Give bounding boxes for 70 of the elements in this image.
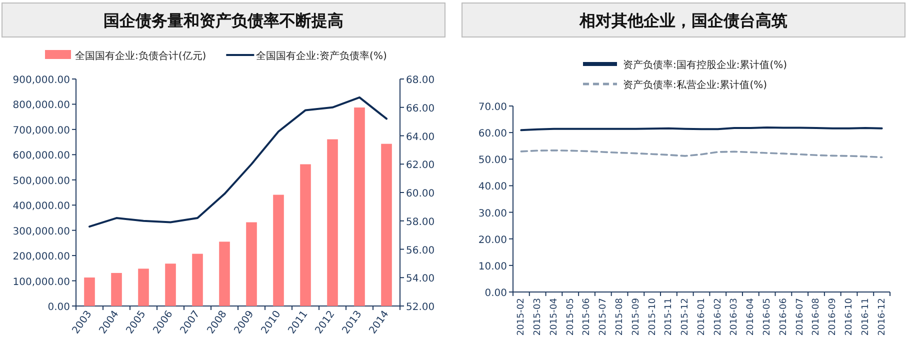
- y-tick-label: 400,000.00: [12, 201, 70, 212]
- bar: [84, 278, 95, 306]
- y-tick-label: 60.00: [478, 128, 507, 140]
- y-tick-label: 30.00: [478, 208, 507, 220]
- y-tick-label: 70.00: [478, 102, 507, 113]
- legend-label: 资产负债率:私营企业:累计值(%): [623, 79, 768, 91]
- chart-title: 国企债务量和资产负债率不断提高: [104, 11, 344, 30]
- y2-tick-label: 60.00: [406, 188, 435, 200]
- y-tick-label: 50.00: [478, 155, 507, 166]
- x-tick-label: 2016-01: [696, 298, 707, 336]
- y2-tick-label: 54.00: [406, 274, 435, 285]
- y2-tick-label: 52.00: [406, 302, 435, 313]
- y2-tick-label: 66.00: [406, 103, 435, 114]
- y2-tick-label: 56.00: [406, 245, 435, 256]
- y-tick-label: 0.00: [484, 288, 507, 299]
- bar: [327, 139, 338, 306]
- x-tick-label: 2016-11: [860, 298, 871, 336]
- x-tick-label: 2016-02: [713, 298, 724, 336]
- y-tick-label: 10.00: [478, 261, 507, 272]
- x-tick-label: 2015-07: [598, 298, 609, 336]
- x-tick-label: 2016-07: [795, 298, 806, 336]
- legend-label: 全国国有企业:负债合计(亿元): [75, 50, 206, 62]
- x-tick-label: 2015-06: [582, 298, 592, 336]
- y-tick-label: 500,000.00: [12, 176, 70, 187]
- y2-tick-label: 64.00: [406, 132, 435, 143]
- x-tick-label: 2015-03: [533, 298, 544, 336]
- bar: [300, 164, 311, 306]
- bar: [165, 264, 176, 306]
- y-tick-label: 20.00: [478, 234, 507, 246]
- x-tick-label: 2016-08: [812, 298, 822, 336]
- bar: [273, 194, 284, 306]
- y-tick-label: 600,000.00: [12, 150, 70, 162]
- x-tick-label: 2015-08: [614, 298, 626, 336]
- x-tick-label: 2015-09: [631, 298, 642, 336]
- bar: [246, 222, 257, 306]
- x-tick-label: 2015-04: [549, 298, 560, 336]
- line-series: [520, 149, 883, 158]
- y-tick-label: 100,000.00: [12, 276, 70, 288]
- x-tick-label: 2016-05: [762, 298, 773, 336]
- y-tick-label: 0.00: [48, 302, 70, 313]
- x-tick-label: 2015-10: [648, 298, 658, 336]
- y2-tick-label: 68.00: [406, 75, 435, 86]
- line-series: [88, 96, 388, 228]
- legend-label: 资产负债率:国有控股企业:累计值(%): [623, 59, 788, 71]
- y2-tick-label: 58.00: [406, 216, 435, 228]
- bar: [138, 268, 149, 306]
- y-tick-label: 900,000.00: [12, 75, 70, 86]
- y-tick-label: 200,000.00: [12, 252, 70, 263]
- x-tick-label: 2016-03: [730, 298, 740, 336]
- x-tick-label: 2016-09: [828, 298, 838, 336]
- bar: [192, 254, 203, 306]
- y-tick-label: 800,000.00: [12, 100, 70, 112]
- y-tick-label: 40.00: [478, 182, 507, 193]
- bar: [354, 108, 365, 306]
- bar: [219, 242, 230, 306]
- x-tick-label: 2015-11: [664, 298, 674, 336]
- x-tick-label: 2015-02: [516, 298, 527, 336]
- x-tick-label: 2015-12: [680, 298, 691, 336]
- y-tick-label: 300,000.00: [12, 226, 70, 238]
- y2-tick-label: 62.00: [406, 160, 435, 172]
- bar: [111, 272, 122, 306]
- x-tick-label: 2016-04: [746, 298, 756, 336]
- legend-label: 全国国有企业:资产负债率(%): [256, 50, 387, 62]
- bar: [381, 144, 392, 306]
- x-tick-label: 2015-05: [566, 298, 576, 336]
- chart-title: 相对其他企业，国企债台高筑: [578, 11, 788, 30]
- x-tick-label: 2016-12: [877, 298, 888, 336]
- x-tick-label: 2016-06: [778, 298, 789, 336]
- y-tick-label: 700,000.00: [12, 125, 70, 136]
- x-tick-label: 2016-10: [844, 298, 854, 336]
